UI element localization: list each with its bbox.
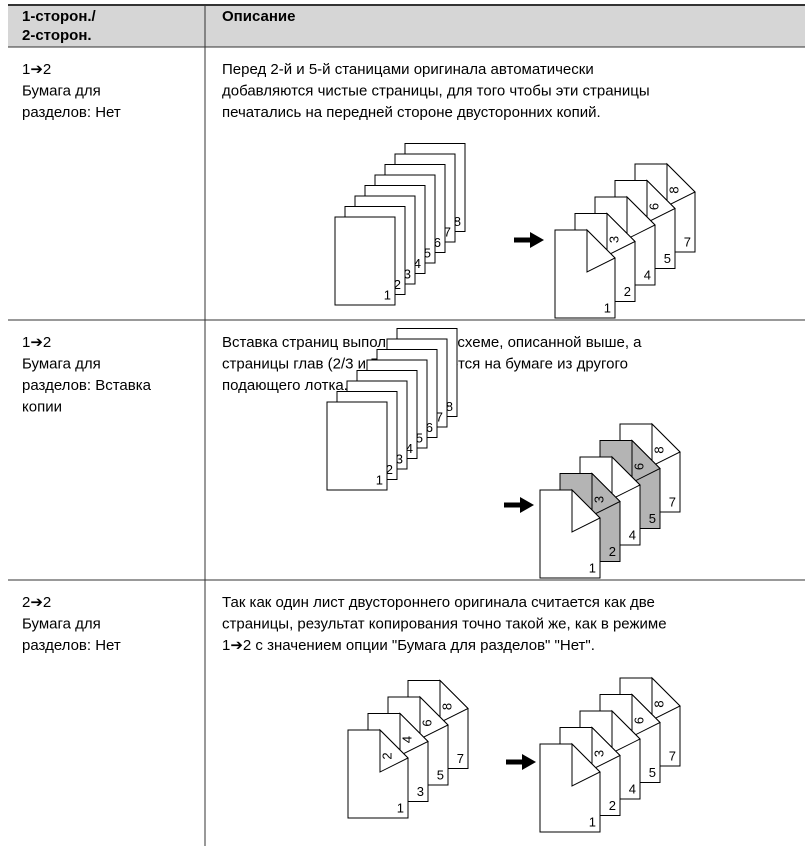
header-text: 2-сторон. — [22, 27, 92, 44]
header-text: 1-сторон./ — [22, 8, 97, 25]
page-number: 8 — [666, 186, 681, 193]
page-number: 3 — [591, 750, 606, 757]
page-number: 7 — [436, 409, 443, 424]
folded-corner — [379, 728, 409, 773]
description-text: печатались на передней стороне двусторон… — [222, 104, 601, 121]
folded-corner — [611, 709, 641, 754]
page-number: 7 — [444, 224, 451, 239]
folded-corner — [419, 695, 449, 740]
page-number: 2 — [386, 462, 393, 477]
mode-text: разделов: Нет — [22, 637, 121, 654]
mode-text: копии — [22, 398, 62, 415]
page-number: 5 — [416, 430, 423, 445]
page-number: 5 — [424, 245, 431, 260]
page-number: 4 — [629, 527, 636, 542]
page-number: 8 — [454, 214, 461, 229]
mode-text: 1➔2 — [22, 334, 51, 351]
page-number: 1 — [589, 560, 596, 575]
folded-corner — [626, 195, 656, 240]
folded-corner — [646, 179, 676, 224]
page-number: 4 — [644, 267, 651, 282]
header-text: Описание — [222, 8, 295, 25]
page-number: 3 — [591, 496, 606, 503]
header-bg — [8, 5, 805, 47]
page-number: 6 — [631, 717, 646, 724]
page-number: 6 — [419, 719, 434, 726]
page-number: 6 — [631, 463, 646, 470]
page-number: 7 — [684, 234, 691, 249]
page — [326, 401, 388, 491]
page-number: 1 — [397, 800, 404, 815]
page-number: 5 — [649, 765, 656, 780]
folded-corner — [439, 679, 469, 724]
description-text: добавляются чистые страницы, для того чт… — [222, 82, 650, 99]
page-number: 1 — [376, 472, 383, 487]
folded-corner — [591, 472, 621, 517]
mode-text: разделов: Нет — [22, 104, 121, 121]
page-number: 6 — [426, 420, 433, 435]
page-number: 4 — [414, 256, 421, 271]
page-number: 6 — [434, 235, 441, 250]
page-number: 3 — [417, 784, 424, 799]
description-text: 1➔2 с значением опции "Бумага для раздел… — [222, 637, 595, 654]
page-number: 8 — [439, 703, 454, 710]
mode-text: 2➔2 — [22, 594, 51, 611]
page-number: 8 — [651, 700, 666, 707]
page-number: 1 — [604, 300, 611, 315]
page-number: 8 — [446, 399, 453, 414]
page-number: 4 — [629, 781, 636, 796]
page-number: 4 — [406, 441, 413, 456]
folded-corner — [611, 455, 641, 500]
page-number: 1 — [589, 814, 596, 829]
folded-corner — [571, 488, 601, 533]
page-number: 5 — [649, 511, 656, 526]
arrow — [520, 497, 534, 513]
folded-corner — [606, 212, 636, 257]
folded-corner — [631, 693, 661, 738]
page-number: 1 — [384, 287, 391, 302]
folded-corner — [651, 676, 681, 721]
mode-text: разделов: Вставка — [22, 377, 152, 394]
mode-text: 1➔2 — [22, 61, 51, 78]
page-number: 3 — [606, 236, 621, 243]
mode-text: Бумага для — [22, 82, 101, 99]
page-number: 8 — [651, 446, 666, 453]
description-text: Перед 2-й и 5-й станицами оригинала авто… — [222, 61, 594, 78]
description-text: страницы, результат копирования точно та… — [222, 615, 667, 632]
page-number: 4 — [399, 736, 414, 743]
folded-corner — [666, 162, 696, 207]
folded-corner — [631, 439, 661, 484]
page-number: 2 — [379, 752, 394, 759]
mode-text: Бумага для — [22, 355, 101, 372]
page-number: 7 — [669, 748, 676, 763]
page-number: 5 — [664, 251, 671, 266]
description-text: подающего лотка. — [222, 377, 348, 394]
folded-corner — [651, 422, 681, 467]
description-text: Так как один лист двустороннего оригинал… — [222, 594, 655, 611]
folded-corner — [571, 742, 601, 787]
mode-text: Бумага для — [22, 615, 101, 632]
page-number: 3 — [396, 451, 403, 466]
page-number: 2 — [609, 798, 616, 813]
page-number: 3 — [404, 266, 411, 281]
page — [334, 216, 396, 306]
folded-corner — [591, 726, 621, 771]
page-number: 7 — [669, 494, 676, 509]
page-number: 6 — [646, 203, 661, 210]
page-number: 2 — [609, 544, 616, 559]
folded-corner — [586, 228, 616, 273]
page-number: 2 — [394, 277, 401, 292]
page-number: 5 — [437, 767, 444, 782]
arrow — [522, 754, 536, 770]
folded-corner — [399, 712, 429, 757]
page-number: 7 — [457, 751, 464, 766]
arrow — [530, 232, 544, 248]
page-number: 2 — [624, 284, 631, 299]
